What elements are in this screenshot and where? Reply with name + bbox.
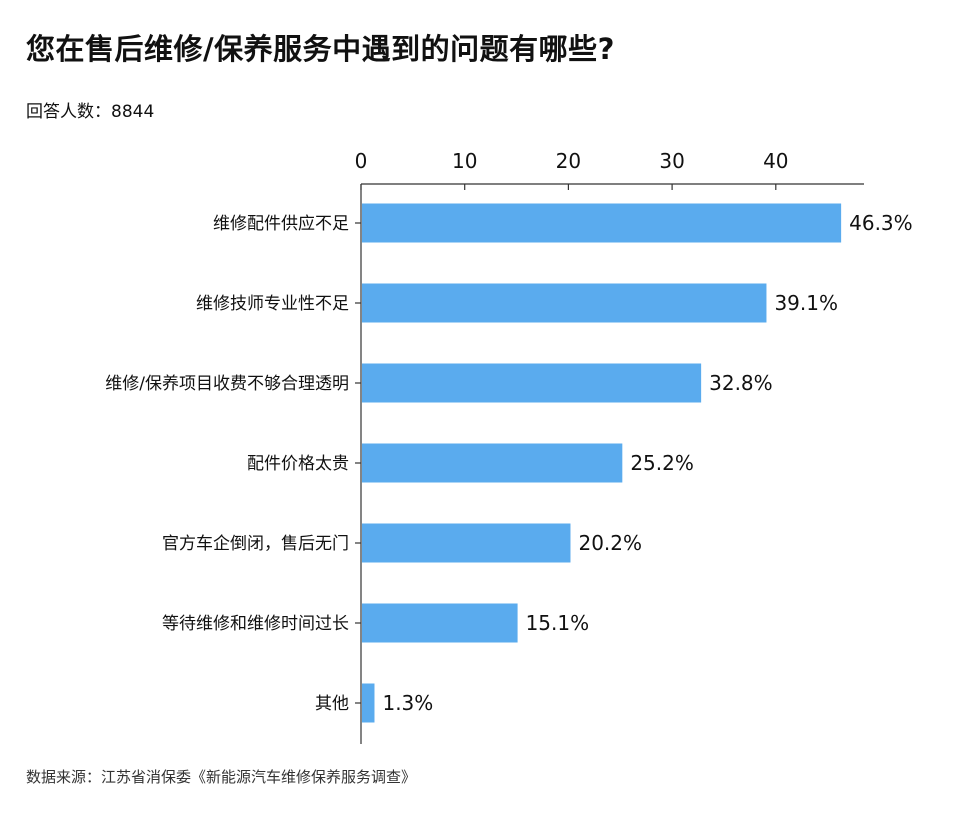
bar: [362, 683, 375, 723]
bar: [362, 283, 767, 323]
chart-title: 您在售后维修/保养服务中遇到的问题有哪些?: [26, 32, 615, 66]
data-label: 20.2%: [578, 531, 642, 555]
data-label: 46.3%: [849, 211, 913, 235]
data-label: 15.1%: [526, 611, 590, 635]
respondent-count: 回答人数：8844: [26, 102, 155, 122]
bar: [362, 523, 571, 563]
x-tick-label: 40: [763, 149, 788, 173]
x-tick-label: 30: [659, 149, 684, 173]
x-axis: 0 10 20 30 40: [355, 149, 864, 744]
data-label: 39.1%: [774, 291, 838, 315]
labels: 维修配件供应不足 46.3% 维修技师专业性不足 39.1% 维修/保养项目收费不够合理…: [105, 211, 912, 715]
bars: [362, 203, 842, 723]
data-label: 25.2%: [630, 451, 694, 475]
data-label: 1.3%: [382, 691, 433, 715]
x-tick-label: 0: [355, 149, 368, 173]
bar: [362, 363, 702, 403]
data-label: 32.8%: [709, 371, 773, 395]
x-tick-label: 20: [556, 149, 581, 173]
category-label: 维修配件供应不足: [213, 214, 349, 234]
bar: [362, 203, 842, 243]
data-source-note: 数据来源：江苏省消保委《新能源汽车维修保养服务调查》: [26, 768, 417, 786]
x-tick-label: 10: [452, 149, 477, 173]
category-label: 维修技师专业性不足: [196, 294, 349, 314]
category-label: 配件价格太贵: [247, 454, 349, 474]
bar: [362, 443, 623, 483]
bar: [362, 603, 518, 643]
category-label: 等待维修和维修时间过长: [162, 614, 349, 634]
category-label: 其他: [315, 694, 349, 714]
category-label: 维修/保养项目收费不够合理透明: [105, 374, 349, 394]
category-label: 官方车企倒闭，售后无门: [162, 534, 349, 554]
